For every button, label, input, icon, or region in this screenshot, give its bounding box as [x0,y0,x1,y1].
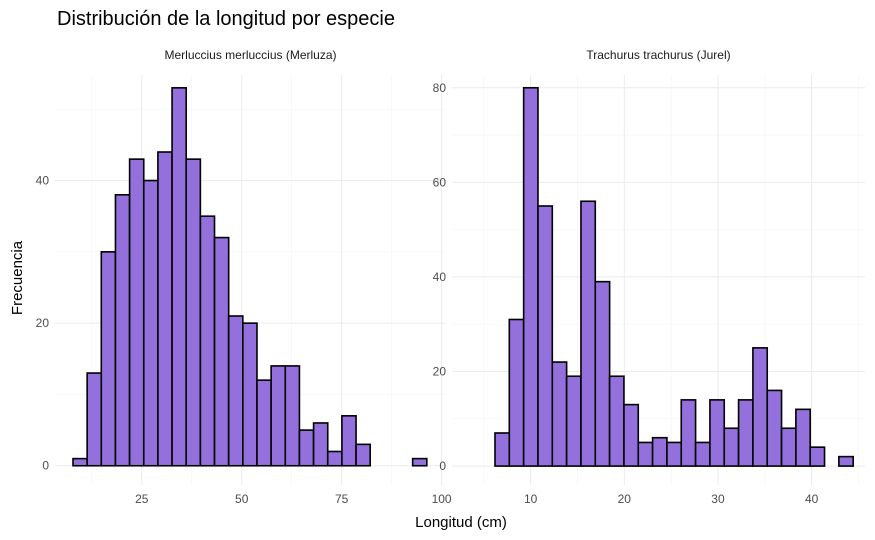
histogram-bar [298,429,315,467]
chart-title: Distribución de la longitud por especie [57,8,395,30]
histogram-bar [256,379,272,467]
histogram-bar [142,179,159,467]
y-axis-label: Frecuencia [9,240,26,315]
x-tick-label: 20 [618,492,632,506]
histogram-bar [838,455,854,467]
y-tick-label: 0 [42,459,49,473]
histogram-bar [227,315,244,467]
x-tick-label: 25 [135,492,149,506]
histogram-bar [185,158,202,467]
histogram-bar [72,457,88,467]
x-tick-label: 75 [335,492,349,506]
histogram-bar [737,399,754,467]
histogram-bar [522,86,539,467]
histogram-bar [809,446,826,467]
histogram-bar [341,415,357,467]
histogram-bar [508,318,525,467]
histogram-bar [326,450,343,467]
y-tick-label: 80 [433,81,447,95]
y-tick-label: 40 [36,174,50,188]
histogram-bar [780,427,797,467]
histogram-bar [284,365,301,467]
x-tick-label: 30 [711,492,725,506]
histogram-bar [242,322,258,467]
histogram-bar [723,427,740,467]
y-tick-label: 20 [36,316,50,330]
histogram-bar [637,441,654,467]
histogram-bar [795,408,812,467]
histogram-bar [199,215,216,467]
histogram-bar [537,205,554,467]
histogram-bar [580,200,597,467]
x-tick-label: 10 [524,492,538,506]
histogram-bar [709,399,726,467]
histogram-bar [355,443,371,467]
histogram-bar [565,375,582,467]
histogram-bar [494,432,511,467]
facet-strip-label: Trachurus trachurus (Jurel) [586,48,730,62]
y-tick-label: 40 [433,270,447,284]
histogram-bar [171,87,188,467]
histogram-bar [651,436,668,467]
histogram-bar [270,365,287,467]
y-tick-label: 0 [439,459,446,473]
histogram-bar [157,151,173,467]
histogram-bar [594,280,611,467]
histogram-bar [312,422,329,467]
histogram-bar [100,251,117,467]
facet-strip-label: Merluccius merluccius (Merluza) [164,48,336,62]
y-tick-label: 60 [433,175,447,189]
histogram-bar [411,457,428,467]
histogram-bar [213,236,230,467]
histogram-bar [551,361,568,467]
histogram-bar [694,441,711,467]
x-tick-label: 40 [805,492,819,506]
histogram-bar [128,158,145,467]
histogram-bar [608,375,625,467]
x-axis-label: Longitud (cm) [415,514,507,531]
facet-panel-1: Trachurus trachurus (Jurel) 10 20 30 40 0 20 40… [433,48,865,506]
histogram-bar [766,389,783,467]
histogram-bar [752,347,769,467]
x-tick-label: 50 [235,492,249,506]
x-tick-label: 100 [432,492,452,506]
histogram-bar [86,372,103,467]
histogram-bar [680,399,697,467]
histogram-bar [666,441,683,467]
y-tick-label: 20 [433,365,447,379]
histogram-bar [623,403,640,467]
histogram-bar [114,193,131,467]
facet-panel-0: Merluccius merluccius (Merluza) 25 50 75 100… [36,48,452,506]
